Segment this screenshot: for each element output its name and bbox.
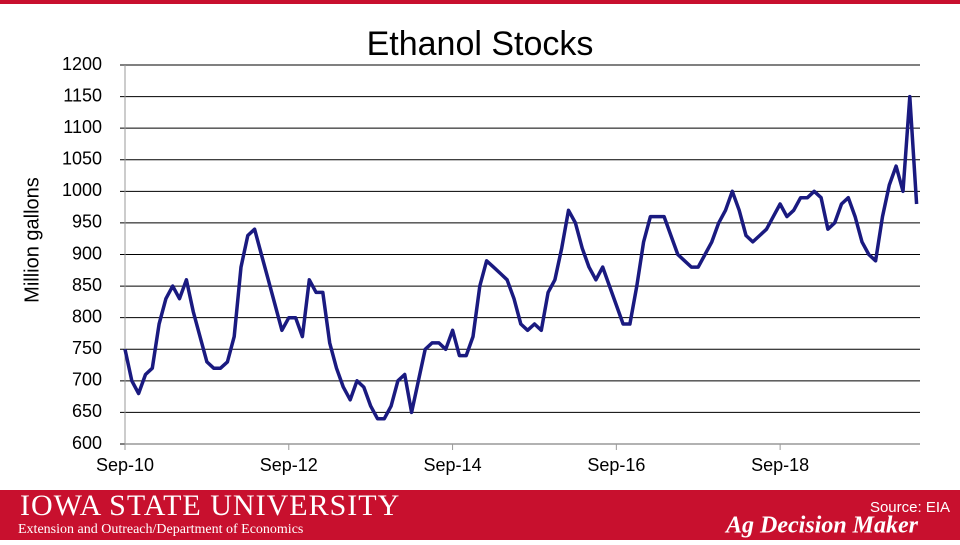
department: Extension and Outreach/Department of Eco… (18, 522, 303, 537)
x-tick-label: Sep-16 (587, 455, 645, 475)
university-name: Iowa State University (20, 489, 400, 522)
y-tick-label: 1050 (62, 149, 102, 169)
source: Source: EIA (870, 499, 950, 516)
y-tick-label: 1150 (63, 85, 102, 105)
y-tick-label: 700 (72, 370, 102, 390)
x-tick-label: Sep-14 (424, 455, 482, 475)
y-tick-label: 750 (72, 338, 102, 358)
x-tick-label: Sep-12 (260, 455, 318, 475)
x-tick-label: Sep-18 (751, 455, 809, 475)
footer-band (0, 490, 960, 540)
top-stripe (0, 0, 960, 4)
y-axis-label: Million gallons (21, 177, 43, 303)
y-tick-label: 1100 (63, 117, 102, 137)
y-tick-label: 600 (72, 433, 102, 453)
series-line (123, 94, 919, 421)
brand: Ag Decision Maker (724, 513, 919, 539)
y-tick-label: 900 (72, 243, 102, 263)
y-tick-label: 800 (72, 306, 102, 326)
y-tick-label: 1200 (62, 54, 102, 74)
y-tick-label: 850 (72, 275, 102, 295)
y-tick-label: 950 (72, 212, 102, 232)
chart-title: Ethanol Stocks (367, 25, 594, 63)
y-tick-label: 650 (72, 401, 102, 421)
y-tick-label: 1000 (62, 180, 102, 200)
x-tick-label: Sep-10 (96, 455, 154, 475)
